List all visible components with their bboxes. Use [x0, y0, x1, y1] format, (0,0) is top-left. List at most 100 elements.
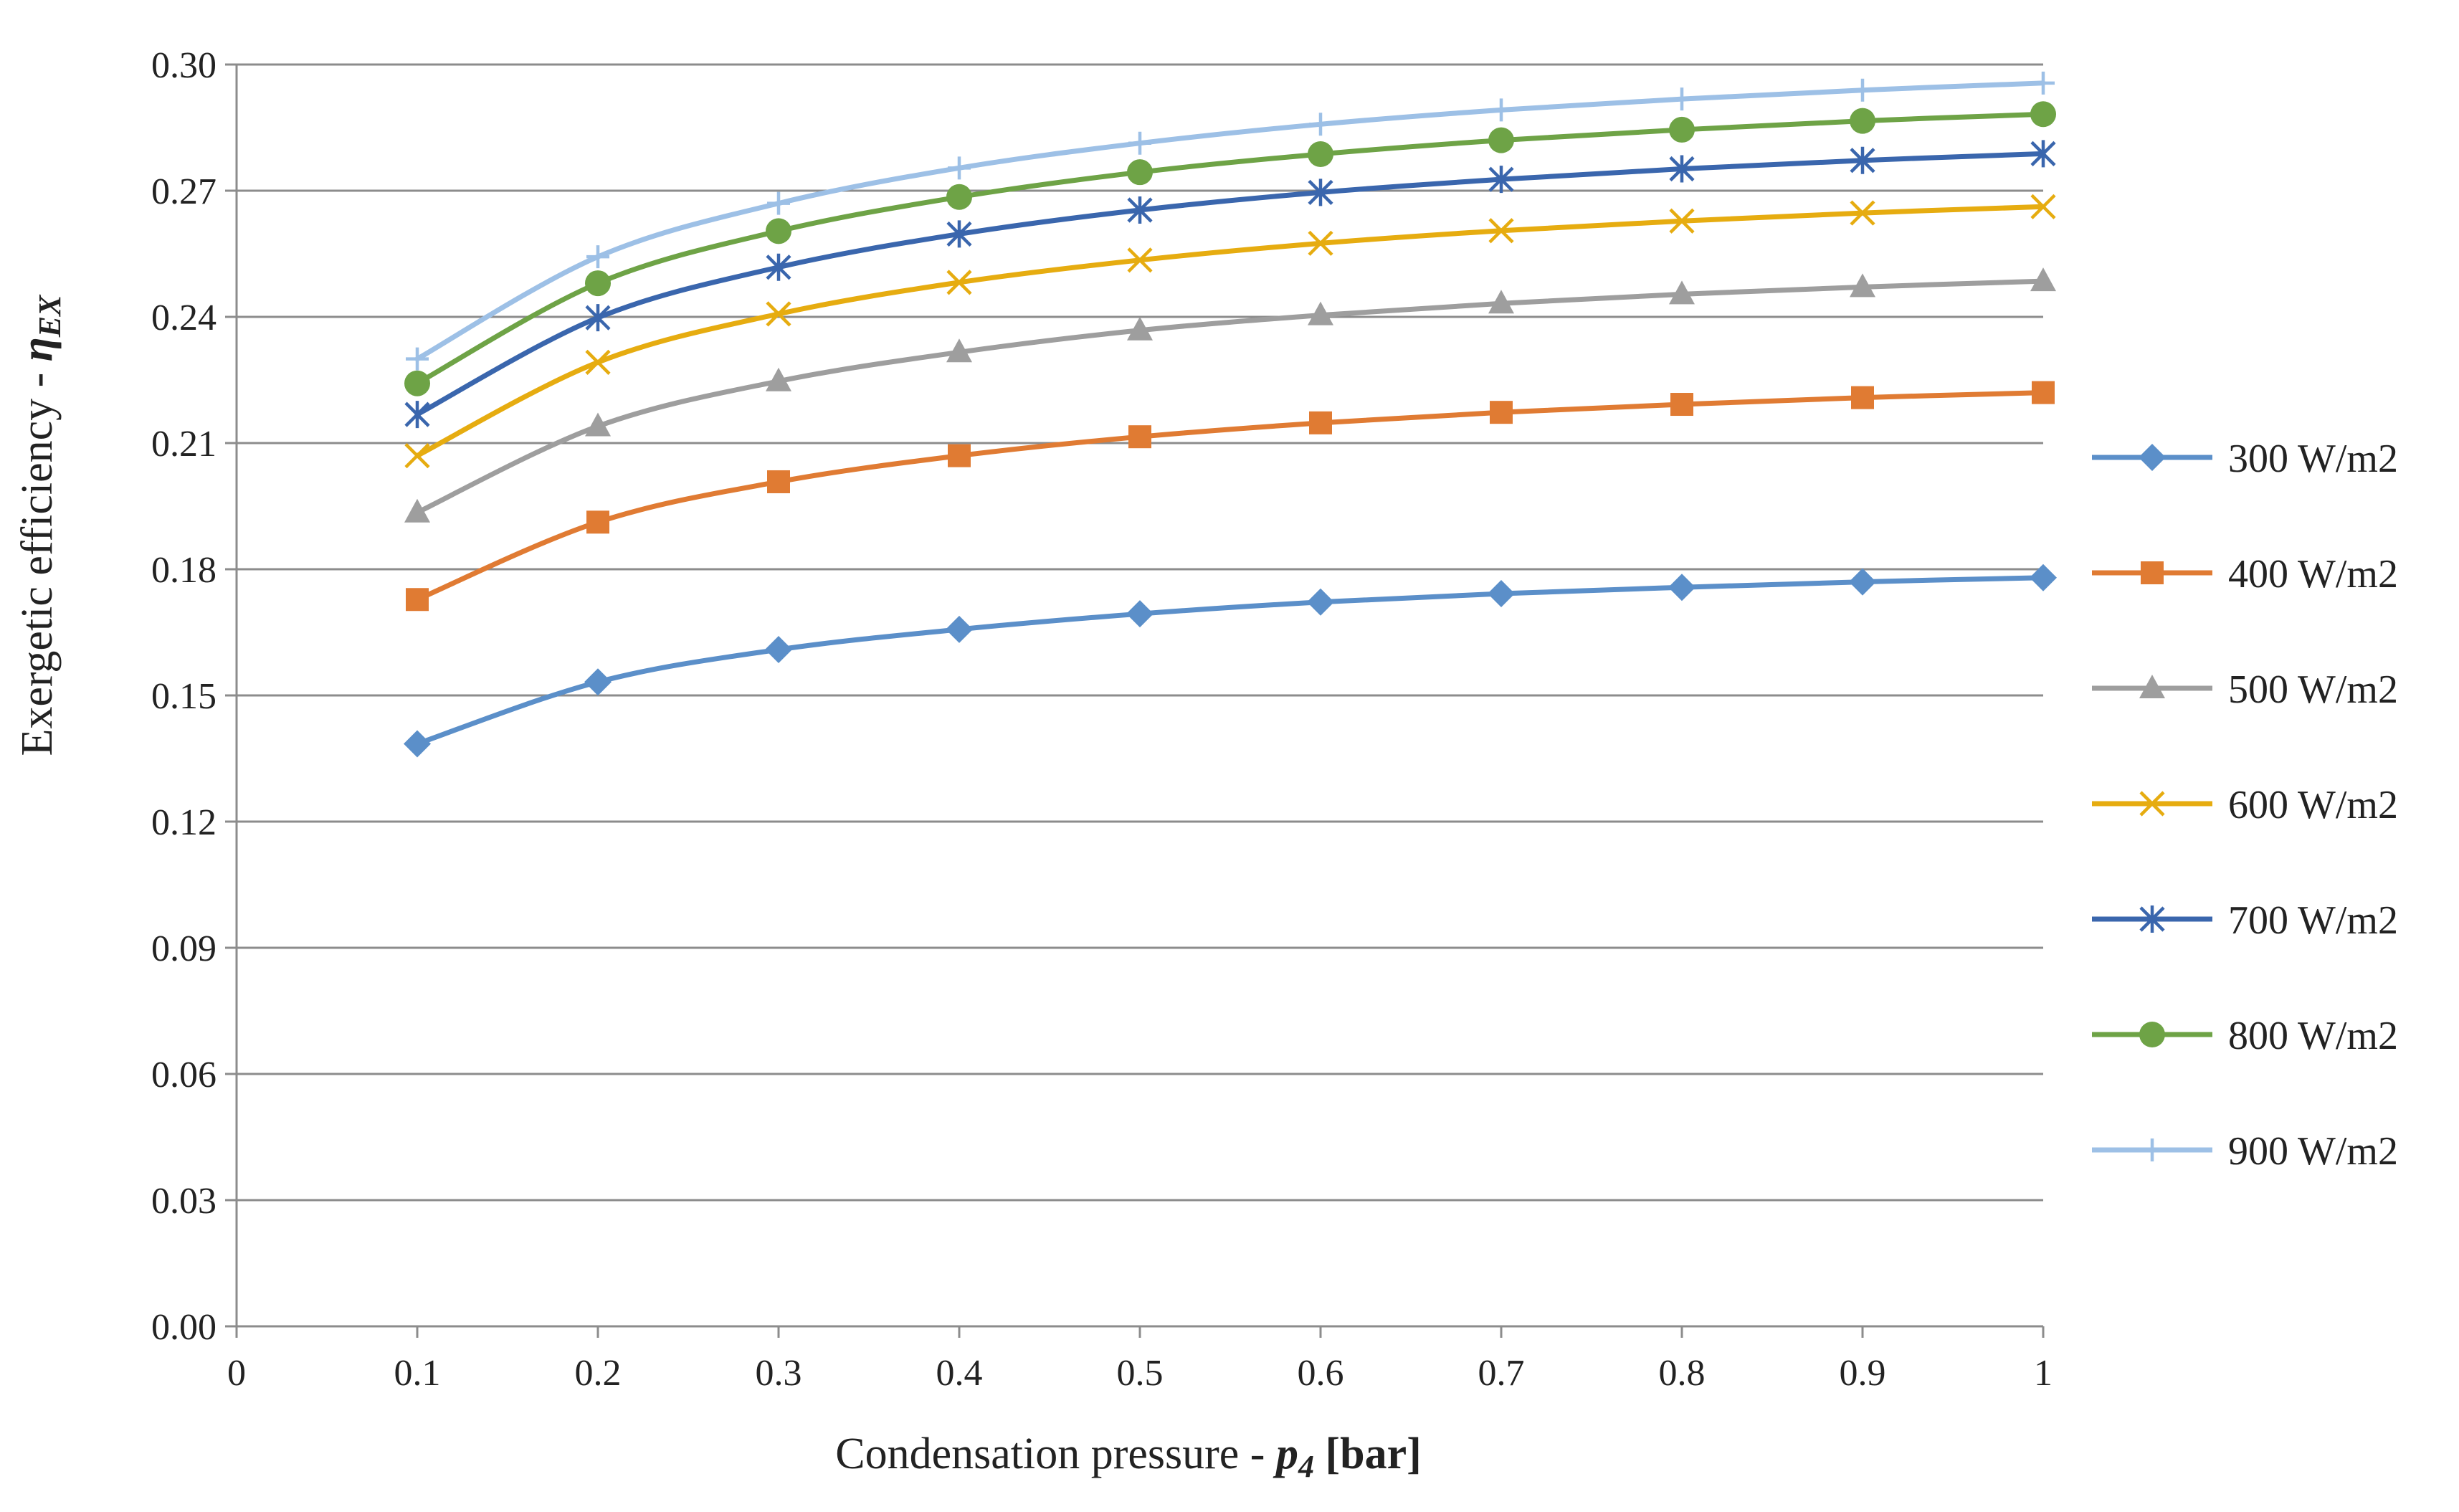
data-point	[404, 730, 431, 758]
x-tick-label: 0.5	[1117, 1353, 1164, 1394]
data-point	[1308, 179, 1333, 206]
data-point	[1851, 386, 1874, 409]
data-point	[1850, 200, 1875, 226]
legend-marker	[2139, 905, 2165, 933]
data-point	[1308, 141, 1333, 167]
data-point	[1670, 393, 1693, 417]
series-line	[414, 278, 2046, 515]
data-point	[766, 301, 791, 327]
data-point	[1128, 131, 1151, 155]
data-point	[586, 245, 609, 269]
data-point	[2030, 101, 2056, 128]
legend-item: 500 W/m2	[2092, 667, 2398, 712]
x-axis-title-symbol: p	[1273, 1430, 1298, 1478]
series-300-w-m2	[404, 564, 2057, 758]
legend-marker	[2141, 561, 2164, 584]
x-tick-label: 0.6	[1298, 1353, 1344, 1394]
data-point	[946, 338, 972, 363]
legend-label: 300 W/m2	[2228, 437, 2398, 481]
x-tick-label: 0.4	[936, 1353, 983, 1394]
x-tick-label: 0.1	[394, 1353, 441, 1394]
data-point	[2030, 194, 2056, 219]
legend-marker	[2139, 675, 2165, 698]
data-point	[404, 370, 430, 396]
data-point	[2030, 140, 2056, 168]
data-point	[1307, 588, 1334, 616]
data-point	[1669, 280, 1695, 305]
legend-marker	[2139, 791, 2165, 817]
data-point	[1669, 155, 1695, 183]
series-line	[414, 111, 2046, 386]
series-400-w-m2	[406, 381, 2055, 612]
data-point	[765, 636, 792, 664]
legend-marker	[2139, 444, 2166, 471]
data-point	[1128, 425, 1151, 449]
data-point	[585, 304, 611, 332]
data-point	[766, 218, 791, 244]
data-point	[948, 156, 971, 180]
series-line	[414, 575, 2046, 746]
series-900-w-m2	[406, 71, 2055, 371]
data-point	[946, 270, 972, 295]
legend-label: 400 W/m2	[2228, 552, 2398, 596]
x-tick-label: 1	[2034, 1353, 2053, 1394]
y-tick-label: 0.15	[151, 676, 217, 717]
legend-item: 400 W/m2	[2092, 552, 2398, 596]
data-point	[1308, 230, 1333, 256]
axis-layer: 0.000.030.060.090.120.150.180.210.240.27…	[151, 45, 2053, 1394]
x-tick-label: 0.8	[1659, 1353, 1706, 1394]
data-point	[404, 498, 430, 523]
x-tick-label: 0.7	[1478, 1353, 1525, 1394]
data-point	[766, 253, 791, 281]
series-line	[414, 151, 2046, 417]
data-point	[1488, 290, 1514, 314]
legend-item: 700 W/m2	[2092, 898, 2398, 943]
data-point	[585, 412, 611, 437]
x-tick-label: 0.9	[1840, 1353, 1886, 1394]
data-point	[1127, 159, 1153, 186]
data-point	[946, 615, 973, 643]
data-point	[1488, 127, 1514, 153]
legend-item: 900 W/m2	[2092, 1129, 2398, 1174]
legend: 300 W/m2 400 W/m2 500 W/m2 600 W/m2 700 W/m2…	[2092, 437, 2398, 1174]
y-tick-label: 0.06	[151, 1055, 217, 1095]
data-point	[946, 220, 972, 248]
data-point	[1308, 301, 1333, 325]
series-700-w-m2	[404, 140, 2056, 429]
data-point	[1669, 116, 1695, 143]
data-point	[946, 184, 972, 210]
legend-label: 900 W/m2	[2228, 1129, 2398, 1174]
series-800-w-m2	[404, 101, 2056, 396]
data-point	[586, 510, 609, 534]
data-point	[1850, 108, 1875, 134]
legend-marker	[2139, 1022, 2165, 1047]
legend-label: 600 W/m2	[2228, 783, 2398, 827]
x-axis-title-prefix: Condensation pressure -	[835, 1430, 1276, 1478]
x-axis-title-subscript: 4	[1298, 1449, 1314, 1484]
data-point	[767, 470, 790, 493]
data-point	[1668, 574, 1695, 602]
grid-layer	[237, 63, 2043, 1202]
data-point	[404, 443, 430, 469]
series-line	[414, 390, 2046, 602]
data-point	[1127, 316, 1153, 341]
series-line	[414, 80, 2046, 362]
data-point	[406, 588, 429, 612]
x-tick-label: 0	[227, 1353, 246, 1394]
series-600-w-m2	[404, 194, 2056, 469]
y-tick-label: 0.27	[151, 171, 217, 212]
y-axis-title-prefix: Exergetic efficiency -	[13, 361, 62, 756]
y-axis-title-symbol: η	[13, 337, 62, 361]
data-point	[1851, 78, 1874, 102]
y-tick-label: 0.09	[151, 928, 217, 969]
y-tick-label: 0.00	[151, 1307, 217, 1348]
legend-marker	[2141, 1138, 2164, 1161]
series-line	[414, 204, 2046, 459]
data-point	[1488, 218, 1514, 244]
x-axis-title: Condensation pressure - p4 [bar]	[835, 1430, 1422, 1484]
y-axis-title: Exergetic efficiency - ηEX	[13, 294, 67, 756]
data-point	[1127, 196, 1153, 224]
data-point	[584, 668, 612, 696]
